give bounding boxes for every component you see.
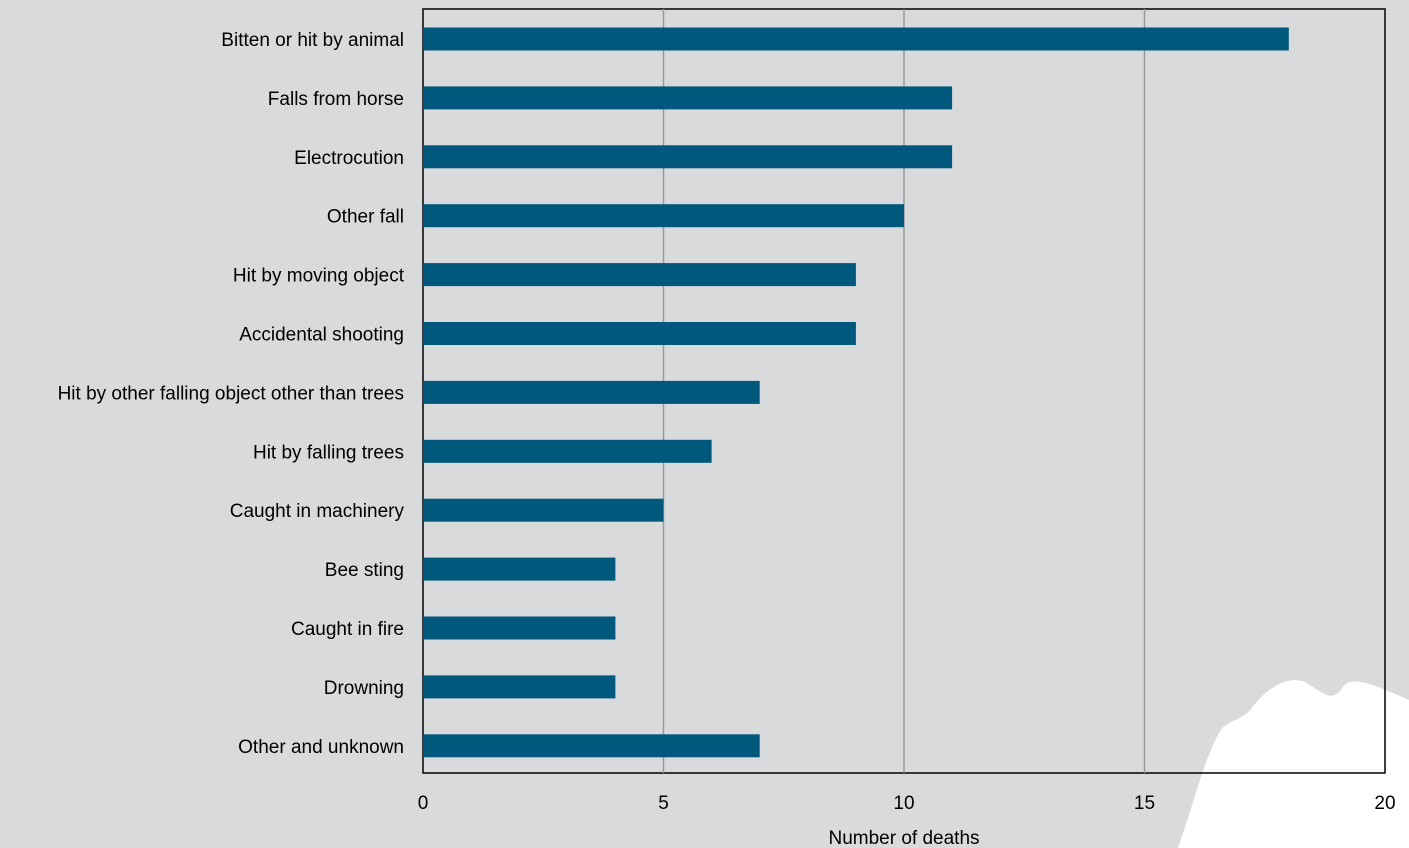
category-label: Falls from horse	[268, 89, 404, 110]
category-label: Accidental shooting	[239, 325, 404, 346]
category-label: Hit by moving object	[233, 266, 405, 287]
bar	[423, 675, 616, 699]
category-labels: Bitten or hit by animal Falls from horse E…	[58, 30, 405, 758]
category-label: Other and unknown	[238, 737, 404, 758]
category-label: Other fall	[327, 207, 404, 228]
x-tick-label: 10	[893, 793, 914, 814]
x-tick-labels: 0 5 10 15 20	[418, 793, 1396, 814]
bar	[423, 27, 1289, 51]
category-label: Hit by falling trees	[253, 442, 404, 463]
x-tick-label: 0	[418, 793, 429, 814]
bar	[423, 322, 856, 345]
category-label: Hit by other falling object other than t…	[58, 383, 404, 404]
bar	[423, 263, 856, 287]
bar	[423, 557, 616, 581]
x-axis-title: Number of deaths	[828, 828, 979, 848]
bar	[423, 498, 664, 522]
category-label: Bee sting	[325, 560, 404, 581]
x-tick-label: 15	[1134, 793, 1155, 814]
bar	[423, 145, 953, 169]
bar	[423, 204, 904, 228]
category-label: Bitten or hit by animal	[221, 30, 404, 51]
category-label: Electrocution	[294, 148, 404, 169]
bar	[423, 86, 953, 110]
category-label: Caught in machinery	[230, 501, 405, 522]
x-tick-label: 20	[1374, 793, 1395, 814]
bars	[423, 27, 1289, 758]
category-label: Caught in fire	[291, 619, 404, 640]
category-label: Drowning	[324, 678, 404, 699]
bar	[423, 616, 616, 640]
bar	[423, 380, 760, 404]
bar	[423, 734, 760, 758]
bar	[423, 439, 712, 463]
x-tick-label: 5	[658, 793, 669, 814]
background-wave-decoration	[1178, 680, 1409, 848]
